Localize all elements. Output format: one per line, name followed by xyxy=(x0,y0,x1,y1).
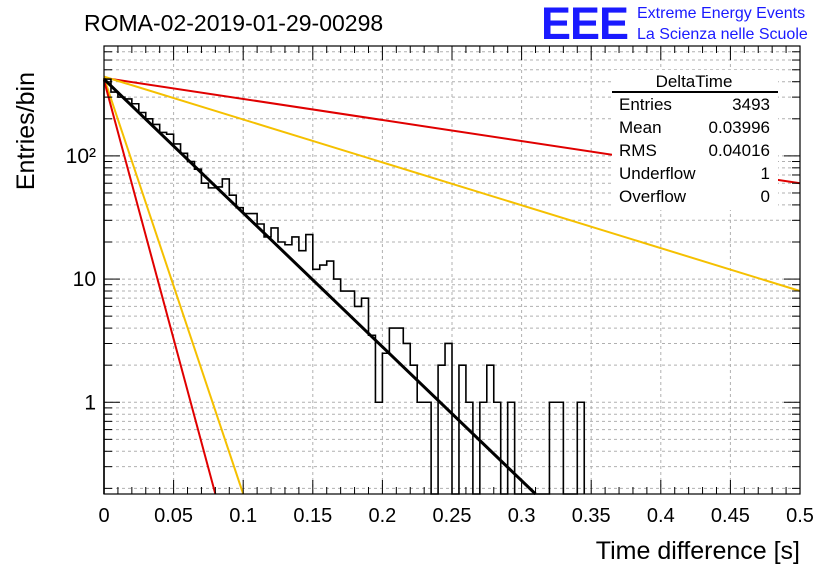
logo-line-2: La Scienza nelle Scuole xyxy=(637,26,808,43)
y-tick-label: 1 xyxy=(84,391,96,414)
x-tick-label: 0.25 xyxy=(433,505,472,527)
stats-rows: Entries 3493 Mean 0.03996 RMS 0.04016 Underflo… xyxy=(619,95,770,206)
fit-layer xyxy=(102,78,537,496)
y-tick-label: 10 xyxy=(73,268,96,291)
stats-box-title: DeltaTime xyxy=(656,72,733,91)
x-tick-label: 0.2 xyxy=(368,505,396,527)
stats-box: DeltaTime Entries 3493 Mean 0.03996 RMS 0.040… xyxy=(612,70,778,210)
x-tick-label: 0.15 xyxy=(293,505,332,527)
stats-row-label: RMS xyxy=(619,141,657,160)
exponential-fit-line xyxy=(102,78,537,496)
reference-band-line xyxy=(103,75,801,292)
reference-band-line xyxy=(103,77,245,495)
logo-line-1: Extreme Energy Events xyxy=(637,5,805,22)
x-tick-label: 0.05 xyxy=(154,505,193,527)
stats-row-value: 3493 xyxy=(732,95,770,114)
reference-bands xyxy=(103,75,801,495)
y-tick-label: 10² xyxy=(66,145,96,168)
reference-band-line xyxy=(103,80,217,495)
stats-row-value: 0 xyxy=(761,187,770,206)
stats-row-label: Entries xyxy=(619,95,672,114)
x-tick-label: 0.1 xyxy=(229,505,257,527)
stats-row-value: 0.03996 xyxy=(709,118,770,137)
run-title: ROMA-02-2019-01-29-00298 xyxy=(84,10,383,36)
x-tick-label: 0.4 xyxy=(647,505,675,527)
stats-row-value: 0.04016 xyxy=(709,141,770,160)
axes-layer: 0 0.05 0.1 0.15 0.2 0.25 0.3 0.35 0.4 0.45 0.51101… xyxy=(66,45,814,527)
x-tick-label: 0.45 xyxy=(711,505,750,527)
x-tick-label: 0.35 xyxy=(572,505,611,527)
x-tick-label: 0 xyxy=(98,505,109,527)
x-tick-label: 0.5 xyxy=(786,505,814,527)
eee-logo: EEE xyxy=(541,0,628,49)
stats-row-value: 1 xyxy=(761,164,770,183)
histogram-outline xyxy=(103,78,586,495)
histogram-layer xyxy=(103,78,586,495)
stats-row-label: Underflow xyxy=(619,164,696,183)
x-tick-label: 0.3 xyxy=(508,505,536,527)
x-axis-label: Time difference [s] xyxy=(596,537,800,565)
stats-row-label: Overflow xyxy=(619,187,687,206)
stats-row-label: Mean xyxy=(619,118,662,137)
y-axis-label: Entries/bin xyxy=(12,72,40,190)
stats-box-background xyxy=(612,70,778,210)
